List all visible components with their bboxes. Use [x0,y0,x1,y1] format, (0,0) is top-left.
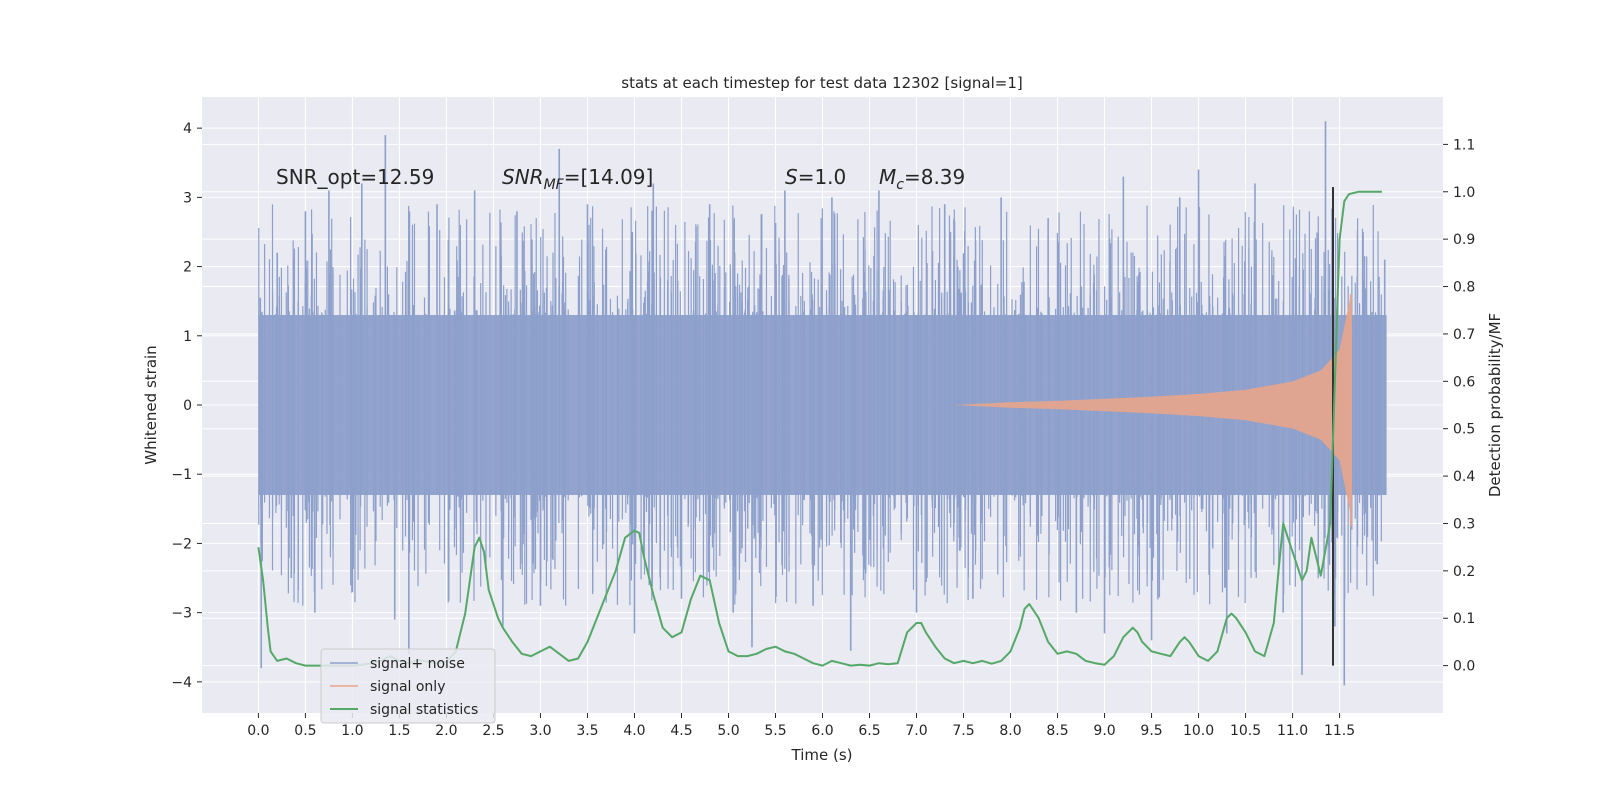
y2-tick-label: 0.5 [1453,422,1475,438]
x-tick-label: 5.5 [764,723,786,739]
y-tick-label: 0 [183,398,192,414]
y2-tick-label: 1.0 [1453,185,1475,201]
annotation-snr-mf: SNRMF=[14.09] [502,165,653,193]
annotation-s-main: S [785,165,798,189]
y2-axis-label: Detection probability/MF [1486,313,1504,497]
x-tick-label: 10.0 [1183,723,1214,739]
x-tick-label: 4.5 [670,723,692,739]
legend-box [320,648,496,724]
y2-tick-label: 0.8 [1453,280,1475,296]
x-tick-label: 6.5 [858,723,880,739]
y-tick-label: 4 [183,121,192,137]
y-tick-label: −4 [171,675,192,691]
x-tick-label: 8.5 [1046,723,1068,739]
y-tick-label: −2 [171,536,192,552]
x-tick-label: 4.0 [623,723,645,739]
x-tick-label: 5.0 [717,723,739,739]
x-axis-label: Time (s) [791,746,853,764]
x-tick-label: 3.5 [576,723,598,739]
x-tick-label: 7.0 [905,723,927,739]
annotation-mc-sub: c [896,177,904,193]
legend-label-noise: signal+ noise [370,656,465,672]
x-tick-label: 8.0 [999,723,1021,739]
y2-tick-label: 0.9 [1453,232,1475,248]
annotation-snr-mf-value: =[14.09] [564,165,654,189]
y2-tick-label: 0.3 [1453,516,1475,532]
x-tick-label: 10.5 [1230,723,1261,739]
x-tick-label: 9.5 [1140,723,1162,739]
x-tick-label: 3.0 [529,723,551,739]
x-tick-label: 9.0 [1093,723,1115,739]
annotation-mc-value: =8.39 [904,165,965,189]
y-axis-label: Whitened strain [142,345,160,464]
x-tick-label: 7.5 [952,723,974,739]
y-tick-label: −1 [171,467,192,483]
legend-label-statistics: signal statistics [370,702,478,718]
annotation-mc-main: M [879,165,896,189]
annotation-s-value: =1.0 [798,165,847,189]
y2-tick-label: 0.4 [1453,469,1475,485]
signal-envelope [954,294,1354,516]
x-tick-label: 11.0 [1277,723,1308,739]
x-tick-label: 2.0 [435,723,457,739]
x-tick-label: 2.5 [482,723,504,739]
x-tick-label: 0.0 [247,723,269,739]
x-tick-label: 6.0 [811,723,833,739]
y2-tick-label: 0.2 [1453,564,1475,580]
annotation-snr-opt: SNR_opt=12.59 [276,165,434,189]
y-tick-label: −3 [171,606,192,622]
chart-title: stats at each timestep for test data 123… [621,74,1022,92]
y-tick-label: 1 [183,329,192,345]
y-tick-label: 2 [183,260,192,276]
legend-label-signal: signal only [370,679,445,695]
y2-tick-label: 0.0 [1453,659,1475,675]
y2-tick-label: 0.1 [1453,611,1475,627]
y2-axis-ticks: 1.1 1.0 0.9 0.8 0.7 0.6 0.5 0.4 0.3 0.2 0.1 0.0 [1443,137,1475,675]
y2-tick-label: 0.6 [1453,374,1475,390]
annotation-mc: Mc=8.39 [879,165,965,193]
x-tick-label: 1.5 [388,723,410,739]
annotation-snr-mf-sub: MF [544,177,565,193]
x-tick-label: 11.5 [1324,723,1355,739]
y2-tick-label: 0.7 [1453,327,1475,343]
x-axis-ticks: 0.0 0.5 1.0 1.5 2.0 2.5 3.0 3.5 4.0 4.5 5.0 5.5 6.0 6… [247,713,1355,739]
x-tick-label: 1.0 [341,723,363,739]
y-tick-label: 3 [183,190,192,206]
legend: signal+ noise signal only signal statist… [320,648,496,724]
y-axis-ticks: 4 3 2 1 0 −1 −2 −3 −4 [171,121,202,691]
annotation-s: S=1.0 [785,165,846,189]
x-tick-label: 0.5 [294,723,316,739]
annotation-snr-mf-main: SNR [502,165,544,189]
y2-tick-label: 1.1 [1453,137,1475,153]
